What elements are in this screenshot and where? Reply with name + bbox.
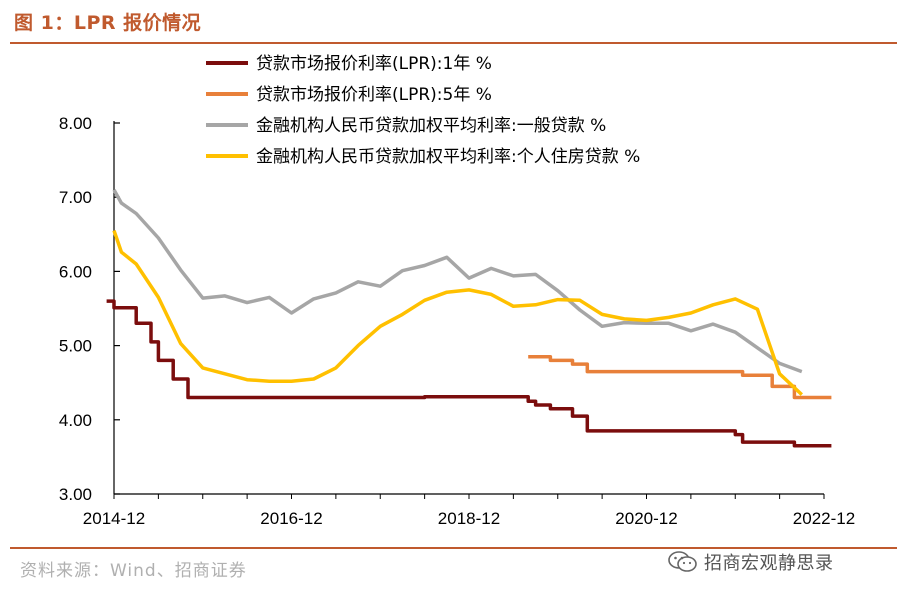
x-tick-label: 2020-12 xyxy=(615,509,677,528)
figure-title: 图 1：LPR 报价情况 xyxy=(14,12,202,34)
series-line-2 xyxy=(528,354,832,400)
chart-axes: 3.00 4.00 5.00 6.00 7.00 8.00 2014-12 2016-12 20… xyxy=(59,114,855,528)
y-tick-label: 7.00 xyxy=(59,188,92,207)
legend-label-4: 金融机构人民币贷款加权平均利率:个人住房贷款 % xyxy=(256,147,640,167)
wechat-watermark: 招商宏观静思录 xyxy=(668,549,834,575)
x-tick-label: 2022-12 xyxy=(793,509,855,528)
y-tick-label: 5.00 xyxy=(59,337,92,356)
legend-label-1: 贷款市场报价利率(LPR):1年 % xyxy=(256,54,492,74)
series-line-3 xyxy=(112,188,803,374)
y-tick-label: 3.00 xyxy=(59,485,92,504)
legend-label-3: 金融机构人民币贷款加权平均利率:一般贷款 % xyxy=(256,116,606,136)
chart-series xyxy=(106,188,832,448)
legend-label-2: 贷款市场报价利率(LPR):5年 % xyxy=(256,85,492,105)
watermark-text: 招商宏观静思录 xyxy=(704,553,834,574)
series-line-1 xyxy=(106,299,832,448)
source-note: 资料来源：Wind、招商证券 xyxy=(20,561,247,581)
x-tick-label: 2014-12 xyxy=(83,509,145,528)
x-tick-label: 2016-12 xyxy=(260,509,322,528)
series-line-4 xyxy=(112,230,803,396)
y-tick-label: 4.00 xyxy=(59,411,92,430)
bottom-divider xyxy=(10,547,897,549)
y-tick-label: 8.00 xyxy=(59,114,92,133)
top-divider xyxy=(10,42,897,44)
chart-legend: 贷款市场报价利率(LPR):1年 % 贷款市场报价利率(LPR):5年 % 金融机构… xyxy=(206,54,640,167)
wechat-icon xyxy=(668,551,697,572)
y-tick-label: 6.00 xyxy=(59,262,92,281)
x-tick-label: 2018-12 xyxy=(438,509,500,528)
